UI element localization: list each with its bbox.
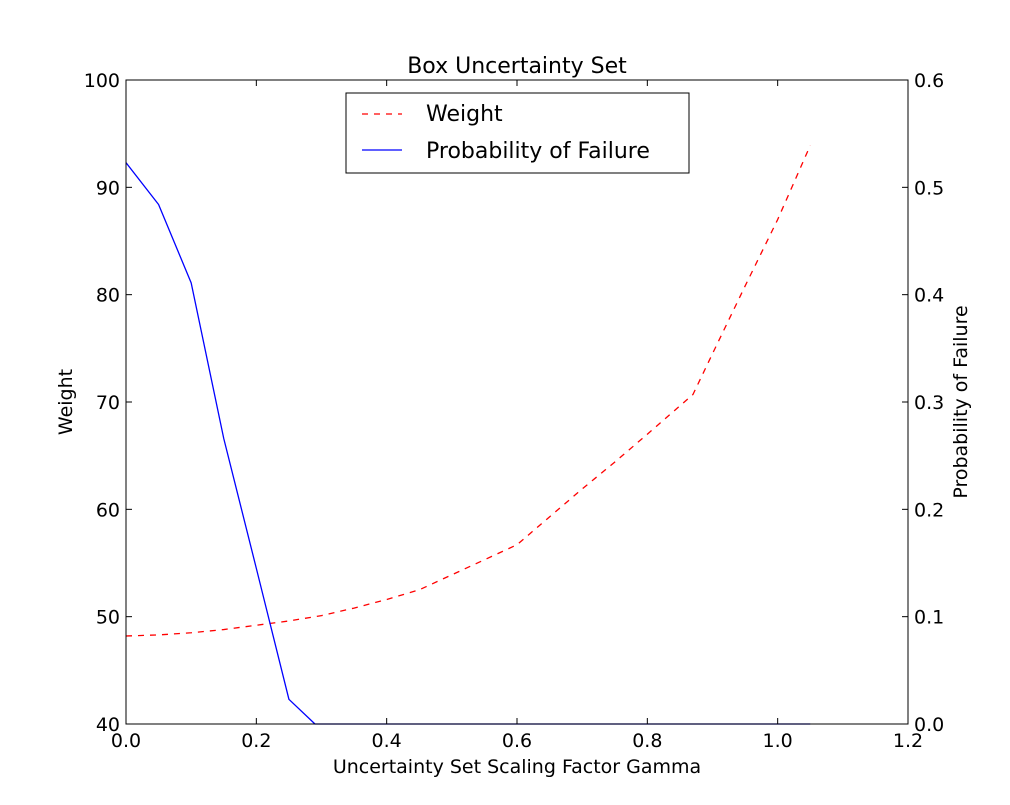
legend-weight-label: Weight <box>426 102 503 127</box>
y-left-tick-label-6: 100 <box>84 70 120 92</box>
y-left-tick-label-0: 40 <box>96 714 120 736</box>
legend-box <box>345 92 690 174</box>
y-left-tick-label-2: 60 <box>96 499 120 521</box>
x-tick-label-4: 0.8 <box>632 730 662 752</box>
y-right-tick-label-1: 0.1 <box>914 607 944 629</box>
tick-layer: 0.0 0.2 0.4 0.6 0.8 1.0 1.2 40 50 60 70 80 90 100 0.0 0… <box>84 70 944 752</box>
x-tick-label-6: 1.2 <box>893 730 923 752</box>
legend-probability-label: Probability of Failure <box>426 139 650 164</box>
x-tick-label-2: 0.4 <box>372 730 402 752</box>
series-line-weight <box>125 145 811 637</box>
y-right-tick-label-4: 0.4 <box>914 285 944 307</box>
x-tick-label-3: 0.6 <box>502 730 532 752</box>
x-tick-label-5: 1.0 <box>763 730 793 752</box>
legend: Weight Probability of Failure <box>345 92 690 174</box>
y-left-tick-label-5: 90 <box>96 177 120 199</box>
chart-title: Box Uncertainty Set <box>407 54 627 79</box>
y-left-tick-label-3: 70 <box>96 392 120 414</box>
y-axis-right-label: Probability of Failure <box>950 305 972 498</box>
y-right-tick-label-3: 0.3 <box>914 392 944 414</box>
x-tick-label-0: 0.0 <box>111 730 141 752</box>
x-axis-label: Uncertainty Set Scaling Factor Gamma <box>333 756 701 778</box>
y-right-tick-label-5: 0.5 <box>914 177 944 199</box>
y-right-tick-label-6: 0.6 <box>914 70 944 92</box>
y-left-tick-label-4: 80 <box>96 285 120 307</box>
y-right-tick-label-2: 0.2 <box>914 499 944 521</box>
y-right-tick-label-0: 0.0 <box>914 714 944 736</box>
plot-area <box>126 80 908 724</box>
y-axis-left-label: Weight <box>55 369 77 435</box>
x-tick-label-1: 0.2 <box>241 730 271 752</box>
y-left-tick-label-1: 50 <box>96 607 120 629</box>
